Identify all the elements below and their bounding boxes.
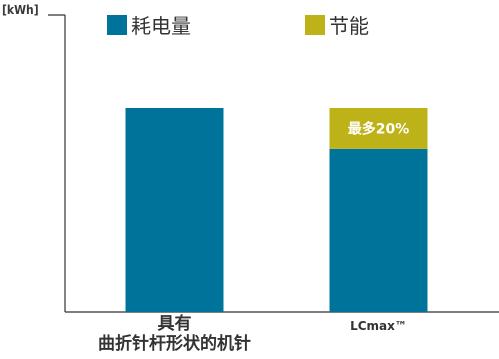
legend-item-energy-consumption: 耗电量 — [107, 10, 191, 39]
legend-swatch-energy-saving — [305, 14, 325, 35]
legend-item-energy-saving: 节能 — [305, 10, 369, 39]
bar-energy-consumption-1 — [329, 148, 428, 312]
bar-energy-saving-1 — [329, 108, 428, 149]
legend-label-energy-saving: 节能 — [329, 14, 369, 38]
x-tick-label-curved-shaft-needle: 具有 曲折针杆形状的机针 — [98, 314, 251, 354]
bar-energy-consumption-0 — [125, 108, 224, 312]
x-tick-label-lcmax: LCmax™ — [350, 319, 407, 333]
data-label-0: 最多20% — [348, 120, 410, 137]
y-axis-label: [kWh] — [2, 3, 39, 17]
legend-label-energy-consumption: 耗电量 — [131, 14, 191, 38]
legend-swatch-energy-consumption — [107, 14, 127, 35]
